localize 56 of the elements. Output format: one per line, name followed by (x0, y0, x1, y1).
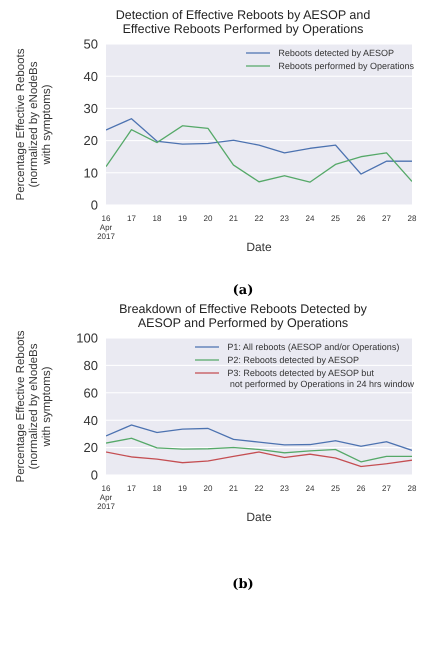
y-tick-label: 50 (84, 36, 98, 52)
y-tick-label: 30 (84, 101, 98, 116)
x-tick-label: 26 (356, 484, 366, 493)
x-axis-title: Date (246, 510, 272, 524)
x-tick-label: 24 (306, 484, 315, 493)
legend-label: Reboots detected by AESOP (278, 48, 394, 59)
line-series (106, 424, 412, 451)
y-tick-label: 0 (90, 198, 98, 213)
x-tick-label: 25 (331, 484, 340, 493)
x-tick-label: 27 (382, 484, 392, 493)
x-tick-label: 26 (356, 214, 366, 223)
y-tick-label: 20 (84, 440, 98, 456)
x-tick-label: 20 (204, 484, 213, 493)
y-tick-label: 60 (84, 385, 98, 400)
line-series (106, 438, 412, 462)
y-tick-label: 100 (76, 330, 98, 346)
x-tick-label: 18 (152, 484, 162, 493)
x-tick-label: 23 (280, 484, 290, 493)
x-tick-label: 16 Apr 2017 (97, 214, 116, 241)
legend-label: P2: Reboots detected by AESOP (227, 355, 359, 366)
y-tick-label: 40 (84, 412, 98, 428)
x-tick-label: 27 (382, 214, 392, 223)
text: (a) (232, 283, 254, 298)
x-tick-label: 24 (306, 214, 315, 223)
x-tick-label: 23 (280, 214, 290, 223)
x-tick-label: 22 (254, 484, 264, 493)
line-series (106, 125, 412, 183)
x-tick-label: 21 (229, 214, 238, 223)
x-tick-label: 19 (178, 484, 188, 493)
x-tick-label: 28 (408, 214, 417, 223)
x-axis-title: Date (246, 240, 272, 254)
y-axis-title: Percentage Effective Reboots (normalized by eNodeBs with symptoms) (15, 330, 53, 482)
x-tick-label: 28 (408, 484, 417, 493)
line-series (106, 451, 412, 468)
legend-label: P3: Reboots detected by AESOP but not performed by Operations in 24 hrs window (227, 368, 414, 390)
legend-label: P1: All reboots (AESOP and/or Operations) (227, 342, 400, 353)
x-tick-label: 22 (254, 214, 264, 223)
y-tick-label: 80 (84, 358, 98, 374)
chart-title: Detection of Effective Reboots by AESOP and Effective Reboots Performed by Operations (114, 8, 372, 36)
y-tick-label: 20 (84, 133, 98, 148)
legend-label: Reboots performed by Operations (278, 61, 414, 72)
chart-title: Breakdown of Effective Reboots Detected by AESOP and Performed by Operations (118, 302, 368, 330)
x-tick-label: 17 (127, 484, 136, 493)
y-tick-label: 0 (90, 468, 98, 483)
x-tick-label: 20 (204, 214, 213, 223)
y-axis-title: Percentage Effective Reboots (normalized by eNodeBs with symptoms) (15, 48, 53, 200)
x-tick-label: 18 (152, 214, 162, 223)
x-tick-label: 21 (229, 484, 238, 493)
line-series (106, 118, 412, 175)
y-tick-label: 40 (84, 68, 98, 84)
x-tick-label: 17 (127, 214, 136, 223)
x-tick-label: 16 Apr 2017 (97, 484, 116, 511)
text: (b) (231, 577, 255, 592)
x-tick-label: 19 (178, 214, 188, 223)
y-tick-label: 10 (84, 165, 98, 180)
x-tick-label: 25 (331, 214, 340, 223)
